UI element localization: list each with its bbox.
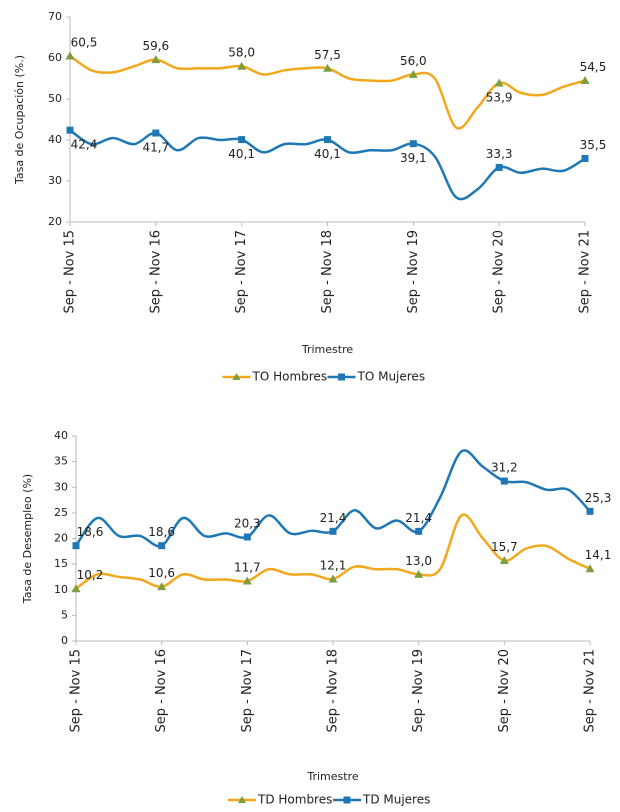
value-label: 42,4 [71, 138, 98, 152]
x-axis-title: Trimestre [306, 770, 358, 783]
legend-marker [338, 373, 345, 381]
value-label: 56,0 [400, 54, 427, 68]
value-label: 33,3 [486, 147, 513, 161]
x-tick-label: Sep - Nov 18 [320, 230, 335, 314]
y-tick-label: 50 [48, 92, 62, 105]
legend-label: TD Mujeres [362, 793, 430, 807]
marker [71, 584, 81, 593]
value-label: 10,2 [77, 568, 104, 582]
value-label: 12,1 [320, 558, 347, 572]
x-tick-label: Sep - Nov 15 [63, 230, 78, 314]
legend-label: TO Mujeres [357, 370, 426, 384]
legend-label: TO Hombres [252, 370, 328, 384]
marker [414, 569, 424, 578]
marker [409, 140, 417, 148]
x-tick-label: Sep - Nov 21 [578, 230, 593, 314]
value-label: 13,0 [405, 554, 432, 568]
marker [328, 574, 338, 583]
value-label: 40,1 [228, 147, 255, 161]
marker [585, 564, 595, 573]
value-label: 41,7 [142, 141, 169, 155]
value-label: 15,7 [491, 540, 518, 554]
y-tick-label: 20 [54, 532, 68, 545]
x-tick-label: Sep - Nov 18 [326, 649, 341, 733]
value-label: 60,5 [71, 35, 98, 49]
value-label: 54,5 [580, 60, 607, 74]
value-label: 14,1 [585, 548, 612, 562]
x-tick-label: Sep - Nov 21 [583, 649, 598, 733]
marker [151, 55, 161, 64]
marker [494, 78, 504, 87]
marker [152, 129, 160, 137]
y-tick-label: 70 [48, 10, 62, 23]
x-tick-label: Sep - Nov 16 [154, 649, 169, 733]
value-label: 39,1 [400, 151, 427, 165]
marker [323, 63, 332, 72]
marker [158, 542, 166, 550]
marker [415, 527, 423, 535]
y-tick-label: 30 [54, 480, 68, 493]
y-tick-label: 40 [54, 429, 68, 442]
marker [580, 76, 590, 85]
y-tick-label: 60 [48, 51, 62, 64]
value-label: 59,6 [142, 39, 169, 53]
marker [65, 51, 75, 60]
marker [581, 154, 589, 162]
value-label: 53,9 [486, 91, 513, 105]
value-label: 10,6 [148, 566, 175, 580]
x-tick-label: Sep - Nov 19 [411, 649, 426, 733]
y-tick-label: 10 [54, 583, 68, 596]
value-label: 25,3 [585, 491, 612, 505]
marker [237, 61, 247, 70]
x-tick-label: Sep - Nov 17 [240, 649, 255, 733]
legend-marker [232, 373, 241, 380]
value-label: 20,3 [234, 516, 261, 530]
value-label: 31,2 [491, 461, 518, 475]
marker [500, 477, 508, 485]
x-tick-label: Sep - Nov 20 [497, 649, 512, 733]
value-label: 35,5 [580, 138, 607, 152]
y-tick-label: 15 [54, 557, 68, 570]
y-tick-label: 30 [48, 174, 62, 187]
value-label: 21,4 [320, 511, 347, 525]
marker [243, 533, 251, 541]
legend-marker [238, 796, 246, 803]
x-axis-title: Trimestre [301, 343, 353, 356]
y-tick-label: 0 [61, 634, 68, 647]
x-tick-label: Sep - Nov 17 [234, 230, 249, 314]
value-label: 40,1 [314, 147, 341, 161]
y-axis-title: Tasa de Ocupación (%.) [13, 55, 26, 185]
marker [329, 527, 337, 535]
marker [408, 69, 418, 78]
x-tick-label: Sep - Nov 19 [406, 230, 421, 314]
marker [499, 556, 509, 565]
y-axis-title: Tasa de Desempleo (%) [21, 474, 34, 604]
x-tick-label: Sep - Nov 16 [148, 230, 163, 314]
marker [242, 576, 252, 585]
y-tick-label: 20 [48, 215, 62, 228]
marker [495, 163, 503, 171]
value-label: 18,6 [77, 525, 104, 539]
y-tick-label: 35 [54, 455, 68, 468]
marker [66, 126, 74, 134]
marker [324, 136, 331, 144]
value-label: 18,6 [148, 525, 175, 539]
y-tick-label: 25 [54, 506, 68, 519]
marker [238, 136, 246, 144]
x-tick-label: Sep - Nov 20 [492, 230, 507, 314]
marker [157, 582, 167, 591]
legend-marker [343, 796, 351, 804]
marker [586, 507, 594, 515]
value-label: 11,7 [234, 561, 261, 575]
y-tick-label: 40 [48, 133, 62, 146]
value-label: 58,0 [228, 46, 255, 60]
legend-label: TD Hombres [257, 793, 332, 807]
x-tick-label: Sep - Nov 15 [69, 649, 84, 733]
value-label: 57,5 [314, 48, 341, 62]
value-label: 21,4 [405, 511, 432, 525]
marker [72, 542, 80, 550]
y-tick-label: 5 [61, 608, 68, 621]
